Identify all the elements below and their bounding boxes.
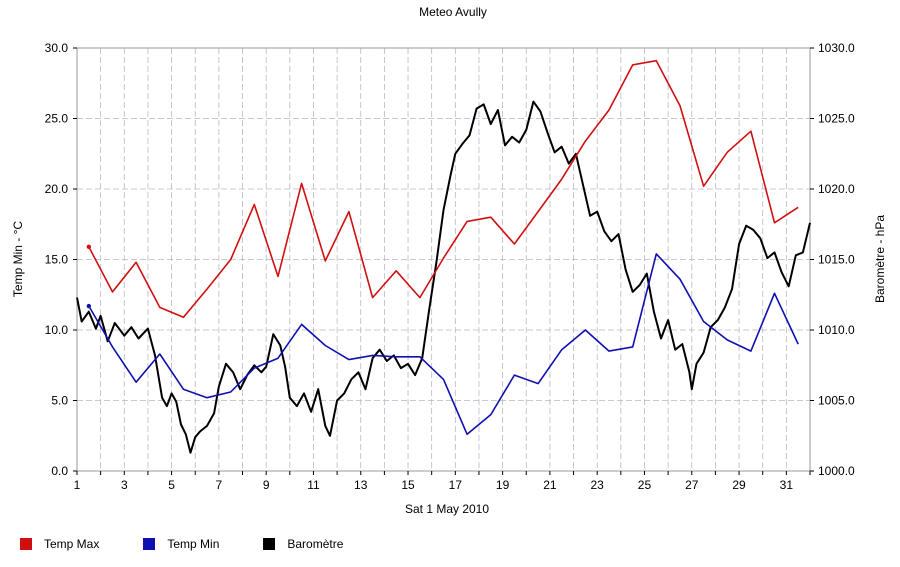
legend-label-temp-max: Temp Max (44, 537, 100, 551)
y-right-tick-label: 1020.0 (818, 182, 855, 196)
chart-title: Meteo Avully (419, 5, 487, 19)
x-tick-label: 17 (449, 478, 463, 492)
legend-item-temp-min: Temp Min (143, 537, 219, 551)
y-left-axis: 0.0 5.0 10.0 15.0 20.0 25.0 30.0 (45, 41, 77, 478)
series-layer (76, 59, 811, 454)
legend: Temp Max Temp Min Baromètre (20, 537, 387, 551)
x-tick-label: 27 (685, 478, 699, 492)
series-line-temp-max (88, 59, 799, 319)
x-tick-label: 11 (307, 478, 320, 492)
y-right-tick-label: 1005.0 (818, 394, 855, 408)
y-right-axis: 1000.0 1005.0 1010.0 1015.0 1020.0 1025.0 1030… (810, 41, 855, 478)
y-right-axis-title: Baromètre - hPa (873, 215, 887, 303)
x-tick-label: 5 (168, 478, 175, 492)
y-left-axis-title: Temp Min - °C (11, 221, 25, 297)
y-right-tick-label: 1010.0 (818, 323, 855, 337)
legend-item-barometre: Baromètre (263, 537, 343, 551)
grid (77, 48, 810, 471)
series-line-temp-min (88, 253, 799, 436)
x-tick-label: 7 (216, 478, 223, 492)
y-left-tick-label: 10.0 (45, 323, 69, 337)
legend-swatch-temp-max (20, 538, 32, 550)
x-tick-label: 25 (638, 478, 652, 492)
series-line-barometre (76, 100, 811, 454)
y-right-tick-label: 1030.0 (818, 41, 855, 55)
y-left-tick-label: 15.0 (45, 253, 69, 267)
x-tick-label: 23 (591, 478, 605, 492)
y-right-axis-title-group: Baromètre - hPa (873, 215, 887, 303)
y-left-tick-label: 25.0 (45, 112, 69, 126)
legend-label-temp-min: Temp Min (167, 537, 220, 551)
legend-swatch-temp-min (143, 538, 156, 550)
series-point-temp-min-first (86, 303, 92, 309)
y-right-tick-label: 1015.0 (818, 253, 855, 267)
x-tick-label: 21 (543, 478, 557, 492)
x-tick-label: 31 (780, 478, 794, 492)
x-axis: 1 3 5 7 9 11 13 15 17 19 21 23 25 27 29 31 (74, 471, 811, 492)
y-right-tick-label: 1025.0 (818, 112, 855, 126)
x-tick-label: 3 (121, 478, 128, 492)
y-left-tick-label: 30.0 (45, 41, 69, 55)
x-tick-label: 29 (732, 478, 746, 492)
series-point-temp-max-first (86, 244, 92, 250)
legend-label-barometre: Baromètre (287, 537, 344, 551)
y-right-tick-label: 1000.0 (818, 464, 855, 478)
legend-swatch-barometre (263, 538, 276, 550)
x-tick-label: 9 (263, 478, 270, 492)
y-left-axis-title-group: Temp Min - °C (11, 221, 25, 297)
y-left-tick-label: 5.0 (51, 394, 68, 408)
x-tick-label: 1 (74, 478, 81, 492)
x-tick-label: 19 (496, 478, 510, 492)
x-tick-label: 13 (354, 478, 368, 492)
x-tick-label: 15 (401, 478, 415, 492)
y-left-tick-label: 20.0 (45, 182, 69, 196)
x-axis-title: Sat 1 May 2010 (405, 502, 489, 516)
legend-item-temp-max: Temp Max (20, 537, 99, 551)
y-left-tick-label: 0.0 (51, 464, 68, 478)
